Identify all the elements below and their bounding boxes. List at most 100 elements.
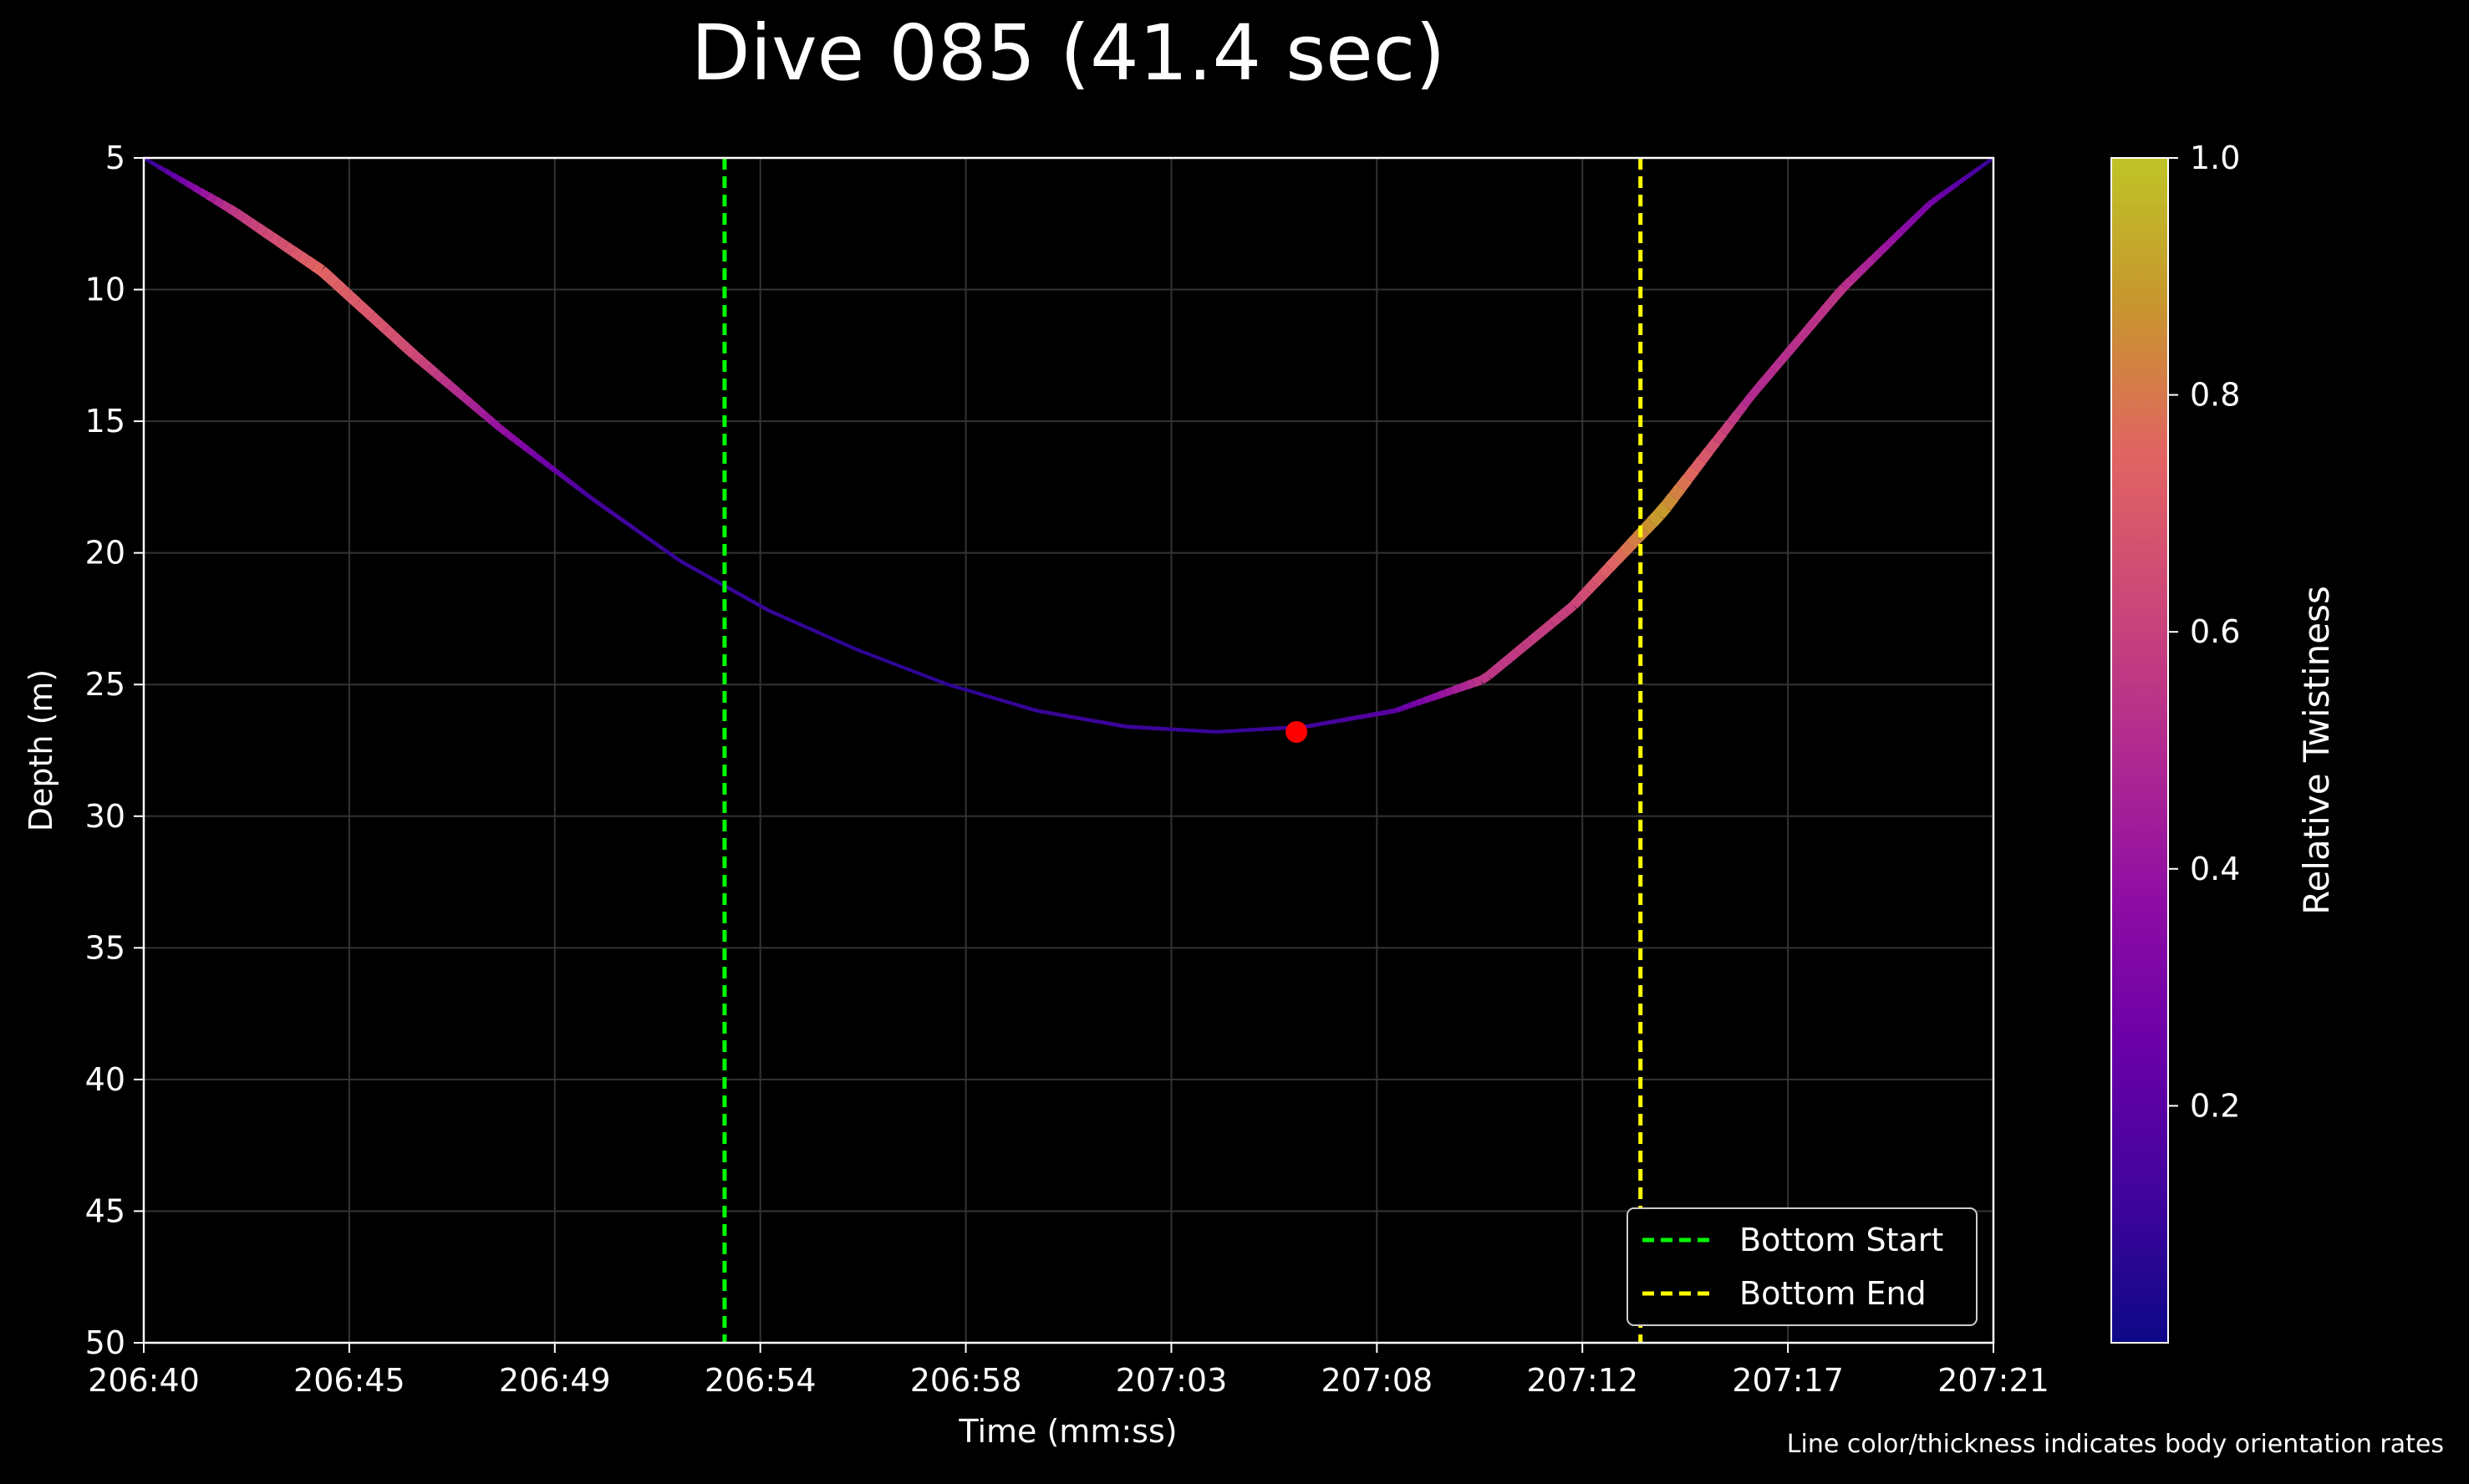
depth-line-segment	[276, 237, 289, 252]
legend: Bottom Start Bottom End	[1626, 1207, 1978, 1326]
depth-data-point	[232, 210, 234, 212]
depth-line-segment	[1934, 191, 1946, 201]
depth-line-segment	[490, 419, 502, 431]
depth-line-segment	[826, 634, 835, 642]
depth-line-segment	[1790, 333, 1805, 348]
depth-line-segment	[1394, 705, 1404, 714]
depth-line-segment	[304, 256, 318, 271]
depth-line-segment	[191, 184, 203, 195]
x-axis-label: Time (mm:ss)	[958, 1413, 1177, 1450]
depth-line-segment	[374, 318, 389, 333]
depth-line-segment	[1605, 556, 1621, 572]
depth-line-segment	[290, 246, 303, 261]
depth-line-segment	[1485, 666, 1499, 679]
x-tick-label: 207:21	[1937, 1362, 2049, 1399]
depth-line-segment	[925, 674, 934, 681]
x-tick-label: 207:12	[1526, 1362, 1638, 1399]
depth-data-point	[768, 609, 771, 612]
y-tick-label: 40	[85, 1061, 125, 1098]
y-tick-label: 30	[85, 798, 125, 835]
depth-line-segment	[690, 566, 700, 573]
depth-line-segment	[432, 369, 446, 383]
y-tick-label: 10	[85, 272, 125, 308]
legend-bottom-start-label: Bottom Start	[1739, 1222, 1943, 1258]
depth-line-segment	[996, 697, 1005, 704]
plot-area	[142, 156, 1995, 1343]
depth-line-segment	[883, 658, 892, 664]
depth-line-segment	[1430, 692, 1440, 702]
depth-line-segment	[461, 394, 474, 407]
depth-line-segment	[818, 631, 827, 638]
depth-line-segment	[1444, 686, 1454, 697]
depth-line-segment	[1465, 678, 1476, 689]
depth-line-segment	[1103, 720, 1112, 726]
legend-bottom-end-label: Bottom End	[1739, 1275, 1927, 1312]
depth-line-segment	[389, 331, 404, 346]
colorbar-tick-label: 0.6	[2190, 613, 2240, 650]
depth-line-segment	[518, 441, 530, 453]
depth-line-segment	[454, 388, 467, 401]
y-tick-label: 45	[85, 1192, 125, 1229]
depth-line-segment	[1046, 710, 1055, 716]
depth-line-segment	[1640, 517, 1657, 535]
depth-line-segment	[654, 542, 664, 551]
y-axis: 5 10 15 20 25 30 35 40 45 50	[85, 140, 144, 1361]
depth-line-segment	[283, 241, 297, 256]
depth-line-segment	[1359, 713, 1368, 719]
depth-line-segment	[747, 597, 757, 605]
x-tick-label: 207:17	[1732, 1362, 1844, 1399]
depth-line-segment	[1068, 714, 1077, 720]
depth-line-segment	[598, 501, 608, 511]
plot-frame	[142, 156, 1995, 1344]
depth-line-segment	[1345, 715, 1354, 722]
depth-line-segment	[241, 213, 253, 226]
depth-line-segment	[354, 298, 369, 313]
depth-line-segment	[889, 661, 899, 668]
depth-data-point	[1483, 678, 1485, 680]
depth-line-segment	[382, 324, 397, 339]
depth-line-segment	[212, 196, 225, 208]
depth-line-segment	[1570, 594, 1585, 609]
depth-line-segment	[1075, 715, 1083, 721]
depth-data-point	[1930, 201, 1932, 204]
depth-line-segment	[346, 292, 361, 307]
depth-line-segment	[1697, 447, 1713, 464]
depth-line-segment	[1963, 171, 1974, 180]
depth-line-segment	[982, 693, 991, 699]
colorbar-label: Relative Twistiness	[2296, 586, 2337, 915]
depth-line-segment	[440, 375, 453, 389]
depth-line-segment	[311, 261, 325, 276]
depth-line-segment	[1535, 625, 1549, 638]
depth-data-point	[1393, 709, 1396, 712]
depth-line-segment	[1374, 710, 1382, 717]
y-tick-label: 15	[85, 403, 125, 440]
depth-line-segment	[1576, 587, 1592, 602]
depth-line-segment	[1316, 721, 1326, 727]
depth-line-segment	[1784, 342, 1798, 357]
depth-line-segment	[1833, 284, 1848, 298]
depth-line-segment	[683, 562, 693, 569]
x-tick-label: 206:58	[910, 1362, 1022, 1399]
depth-line-segment	[1408, 699, 1418, 709]
depth-line-segment	[368, 312, 383, 327]
depth-line-segment	[1040, 709, 1048, 715]
depth-line-segment	[1275, 725, 1282, 731]
depth-line-segment	[590, 496, 601, 506]
depth-line-segment	[612, 511, 622, 521]
depth-data-point	[1572, 604, 1575, 607]
depth-line-segment	[1619, 541, 1636, 556]
depth-line-segment	[1061, 713, 1069, 719]
depth-line-segment	[1025, 705, 1034, 712]
depth-data-point	[858, 649, 860, 652]
depth-line-segment	[1584, 579, 1599, 594]
depth-line-segment	[540, 458, 552, 469]
depth-data-point	[589, 496, 592, 499]
depth-line-segment	[861, 650, 870, 657]
depth-line-segment	[1970, 166, 1981, 175]
depth-line-segment	[626, 521, 636, 531]
depth-data-point	[1840, 288, 1843, 291]
depth-line-segment	[1310, 722, 1318, 728]
depth-line-segment	[1855, 263, 1869, 277]
depth-line-segment	[562, 475, 573, 485]
depth-line-segment	[604, 506, 615, 516]
